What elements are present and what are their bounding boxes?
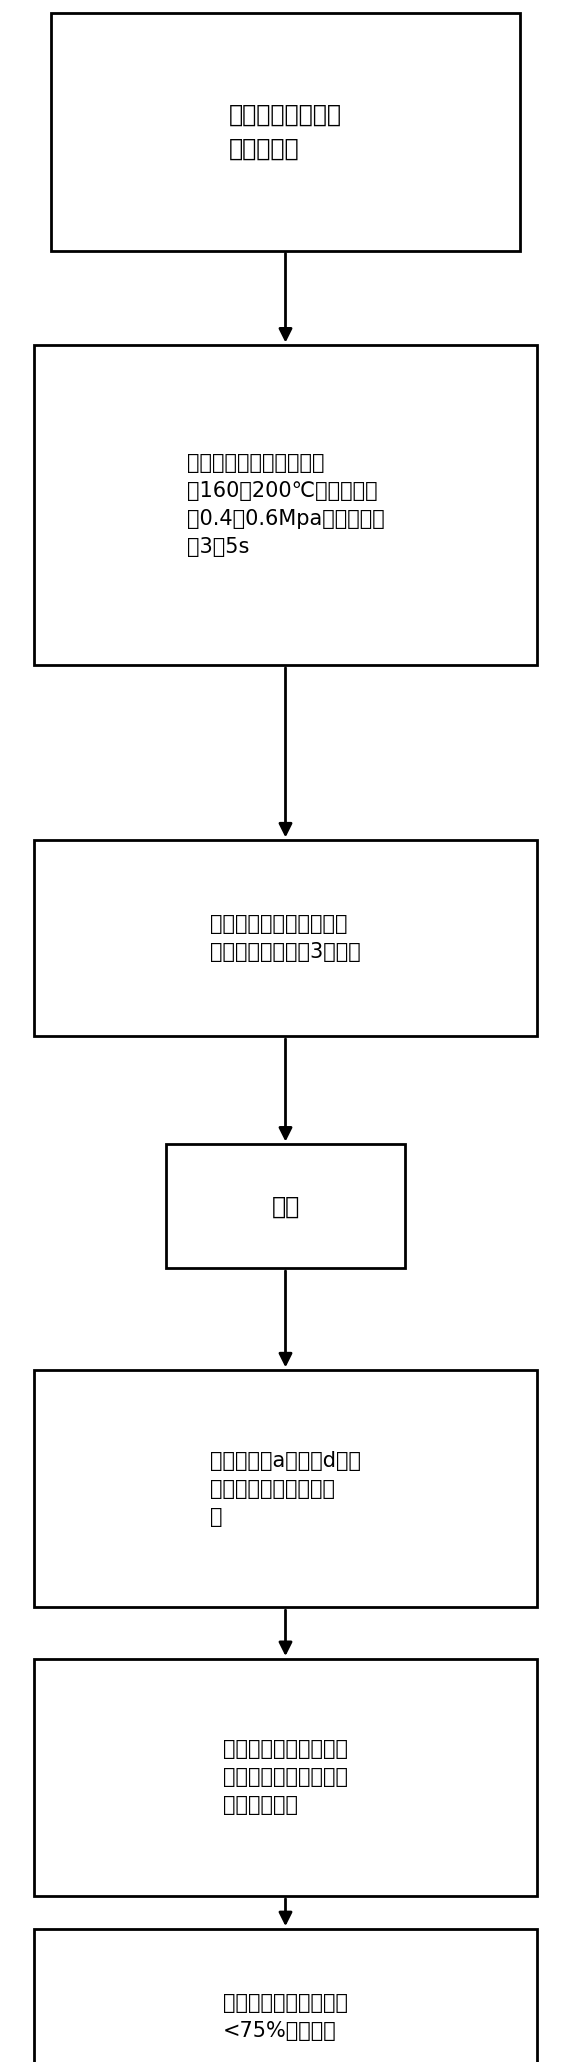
Bar — [34, 1930, 537, 2062]
Bar — [34, 1369, 537, 1608]
Text: 宝珠砂加入到射芯
机的料箱中: 宝珠砂加入到射芯 机的料箱中 — [229, 103, 342, 161]
Text: 冷却: 冷却 — [271, 1194, 300, 1219]
Text: 包装入库，存放在湿度
<75%的环境中: 包装入库，存放在湿度 <75%的环境中 — [223, 1992, 348, 2041]
Bar — [34, 1658, 537, 1897]
Bar — [34, 841, 537, 1035]
Text: 重复步骤（a）～（d），
制成另一个半圆形砂芯
部: 重复步骤（a）～（d）， 制成另一个半圆形砂芯 部 — [210, 1452, 361, 1526]
Bar — [166, 1144, 405, 1268]
Text: 固化成型，半圆形砂芯部
在射芯模具内分为3段固化: 固化成型，半圆形砂芯部 在射芯模具内分为3段固化 — [210, 913, 361, 963]
Bar — [34, 344, 537, 664]
Bar — [51, 12, 520, 250]
Text: 射芯成型，射芯模具升温
至160～200℃，射芯压力
为0.4～0.6Mpa，射芯时间
为3～5s: 射芯成型，射芯模具升温 至160～200℃，射芯压力 为0.4～0.6Mpa，射… — [187, 454, 384, 557]
Text: 拼装，把两个半圆形砂
芯部固定拼装一体成为
水道砂芯模具: 拼装，把两个半圆形砂 芯部固定拼装一体成为 水道砂芯模具 — [223, 1740, 348, 1815]
